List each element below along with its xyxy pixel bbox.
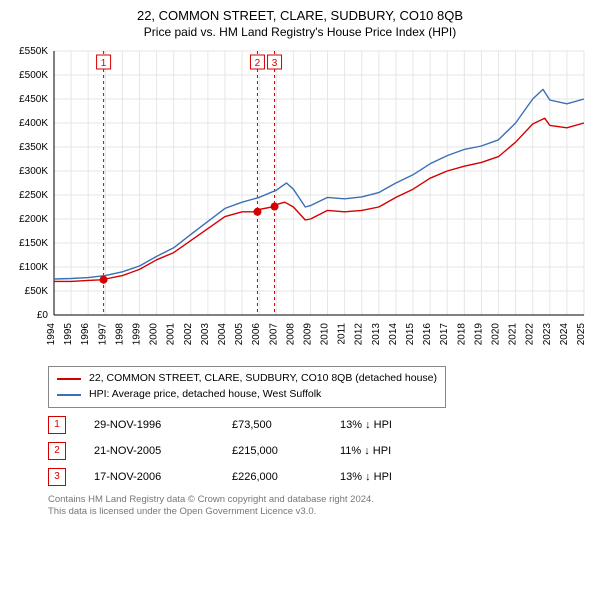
event-number: 1	[48, 416, 66, 434]
svg-text:1998: 1998	[114, 323, 125, 346]
svg-text:£50K: £50K	[25, 286, 49, 297]
event-delta: 13% ↓ HPI	[340, 471, 392, 483]
svg-text:2002: 2002	[183, 323, 194, 346]
legend: 22, COMMON STREET, CLARE, SUDBURY, CO10 …	[48, 366, 446, 408]
svg-text:1996: 1996	[80, 323, 91, 346]
svg-text:£550K: £550K	[19, 46, 48, 57]
events-table: 1 29-NOV-1996 £73,500 13% ↓ HPI 2 21-NOV-2005…	[48, 416, 592, 486]
svg-text:2005: 2005	[234, 323, 245, 346]
svg-text:2010: 2010	[320, 323, 331, 346]
footer-line-1: Contains HM Land Registry data © Crown c…	[48, 494, 592, 506]
svg-text:2015: 2015	[405, 323, 416, 346]
legend-swatch	[57, 378, 81, 380]
legend-row: HPI: Average price, detached house, West…	[57, 387, 437, 403]
svg-text:2019: 2019	[473, 323, 484, 346]
svg-text:2011: 2011	[337, 323, 348, 345]
svg-text:2000: 2000	[149, 323, 160, 346]
svg-text:2004: 2004	[217, 323, 228, 346]
svg-text:1: 1	[101, 58, 107, 69]
svg-text:£300K: £300K	[19, 166, 48, 177]
legend-label: 22, COMMON STREET, CLARE, SUDBURY, CO10 …	[89, 371, 437, 387]
legend-label: HPI: Average price, detached house, West…	[89, 387, 321, 403]
svg-text:2006: 2006	[251, 323, 262, 346]
event-row: 3 17-NOV-2006 £226,000 13% ↓ HPI	[48, 468, 592, 486]
svg-text:1994: 1994	[46, 323, 57, 346]
svg-text:3: 3	[272, 58, 278, 69]
event-date: 21-NOV-2005	[94, 445, 204, 457]
svg-text:2007: 2007	[268, 323, 279, 346]
event-price: £215,000	[232, 445, 312, 457]
svg-text:2023: 2023	[542, 323, 553, 346]
event-row: 2 21-NOV-2005 £215,000 11% ↓ HPI	[48, 442, 592, 460]
svg-text:2021: 2021	[508, 323, 519, 346]
event-delta: 11% ↓ HPI	[340, 445, 391, 457]
svg-text:1999: 1999	[131, 323, 142, 346]
svg-text:2001: 2001	[166, 323, 177, 346]
svg-text:1997: 1997	[97, 323, 108, 346]
svg-text:£400K: £400K	[19, 118, 48, 129]
svg-text:2014: 2014	[388, 323, 399, 346]
svg-text:£250K: £250K	[19, 190, 48, 201]
svg-text:2012: 2012	[354, 323, 365, 346]
svg-text:2018: 2018	[456, 323, 467, 346]
svg-text:£500K: £500K	[19, 70, 48, 81]
page-title: 22, COMMON STREET, CLARE, SUDBURY, CO10 …	[8, 8, 592, 23]
svg-text:2008: 2008	[285, 323, 296, 346]
chart-svg: £0 £50K £100K £150K £200K £250K £300K £350K £400…	[8, 45, 592, 355]
svg-text:2009: 2009	[302, 323, 313, 346]
event-date: 29-NOV-1996	[94, 419, 204, 431]
footer: Contains HM Land Registry data © Crown c…	[48, 494, 592, 519]
event-price: £226,000	[232, 471, 312, 483]
footer-line-2: This data is licensed under the Open Gov…	[48, 506, 592, 518]
svg-text:£100K: £100K	[19, 262, 48, 273]
page-subtitle: Price paid vs. HM Land Registry's House …	[8, 25, 592, 39]
event-row: 1 29-NOV-1996 £73,500 13% ↓ HPI	[48, 416, 592, 434]
svg-text:2003: 2003	[200, 323, 211, 346]
svg-text:2024: 2024	[559, 323, 570, 346]
svg-text:2016: 2016	[422, 323, 433, 346]
legend-row: 22, COMMON STREET, CLARE, SUDBURY, CO10 …	[57, 371, 437, 387]
svg-text:2025: 2025	[576, 323, 587, 346]
svg-text:£450K: £450K	[19, 94, 48, 105]
svg-text:2: 2	[255, 58, 261, 69]
svg-text:£350K: £350K	[19, 142, 48, 153]
svg-text:1995: 1995	[63, 323, 74, 346]
event-delta: 13% ↓ HPI	[340, 419, 392, 431]
event-number: 3	[48, 468, 66, 486]
price-chart: £0 £50K £100K £150K £200K £250K £300K £350K £400…	[8, 45, 592, 360]
event-date: 17-NOV-2006	[94, 471, 204, 483]
svg-text:2020: 2020	[491, 323, 502, 346]
svg-text:2017: 2017	[439, 323, 450, 346]
event-number: 2	[48, 442, 66, 460]
legend-swatch	[57, 394, 81, 396]
svg-text:2013: 2013	[371, 323, 382, 346]
event-price: £73,500	[232, 419, 312, 431]
svg-text:£0: £0	[37, 310, 49, 321]
svg-text:2022: 2022	[525, 323, 536, 346]
svg-text:£150K: £150K	[19, 238, 48, 249]
svg-text:£200K: £200K	[19, 214, 48, 225]
